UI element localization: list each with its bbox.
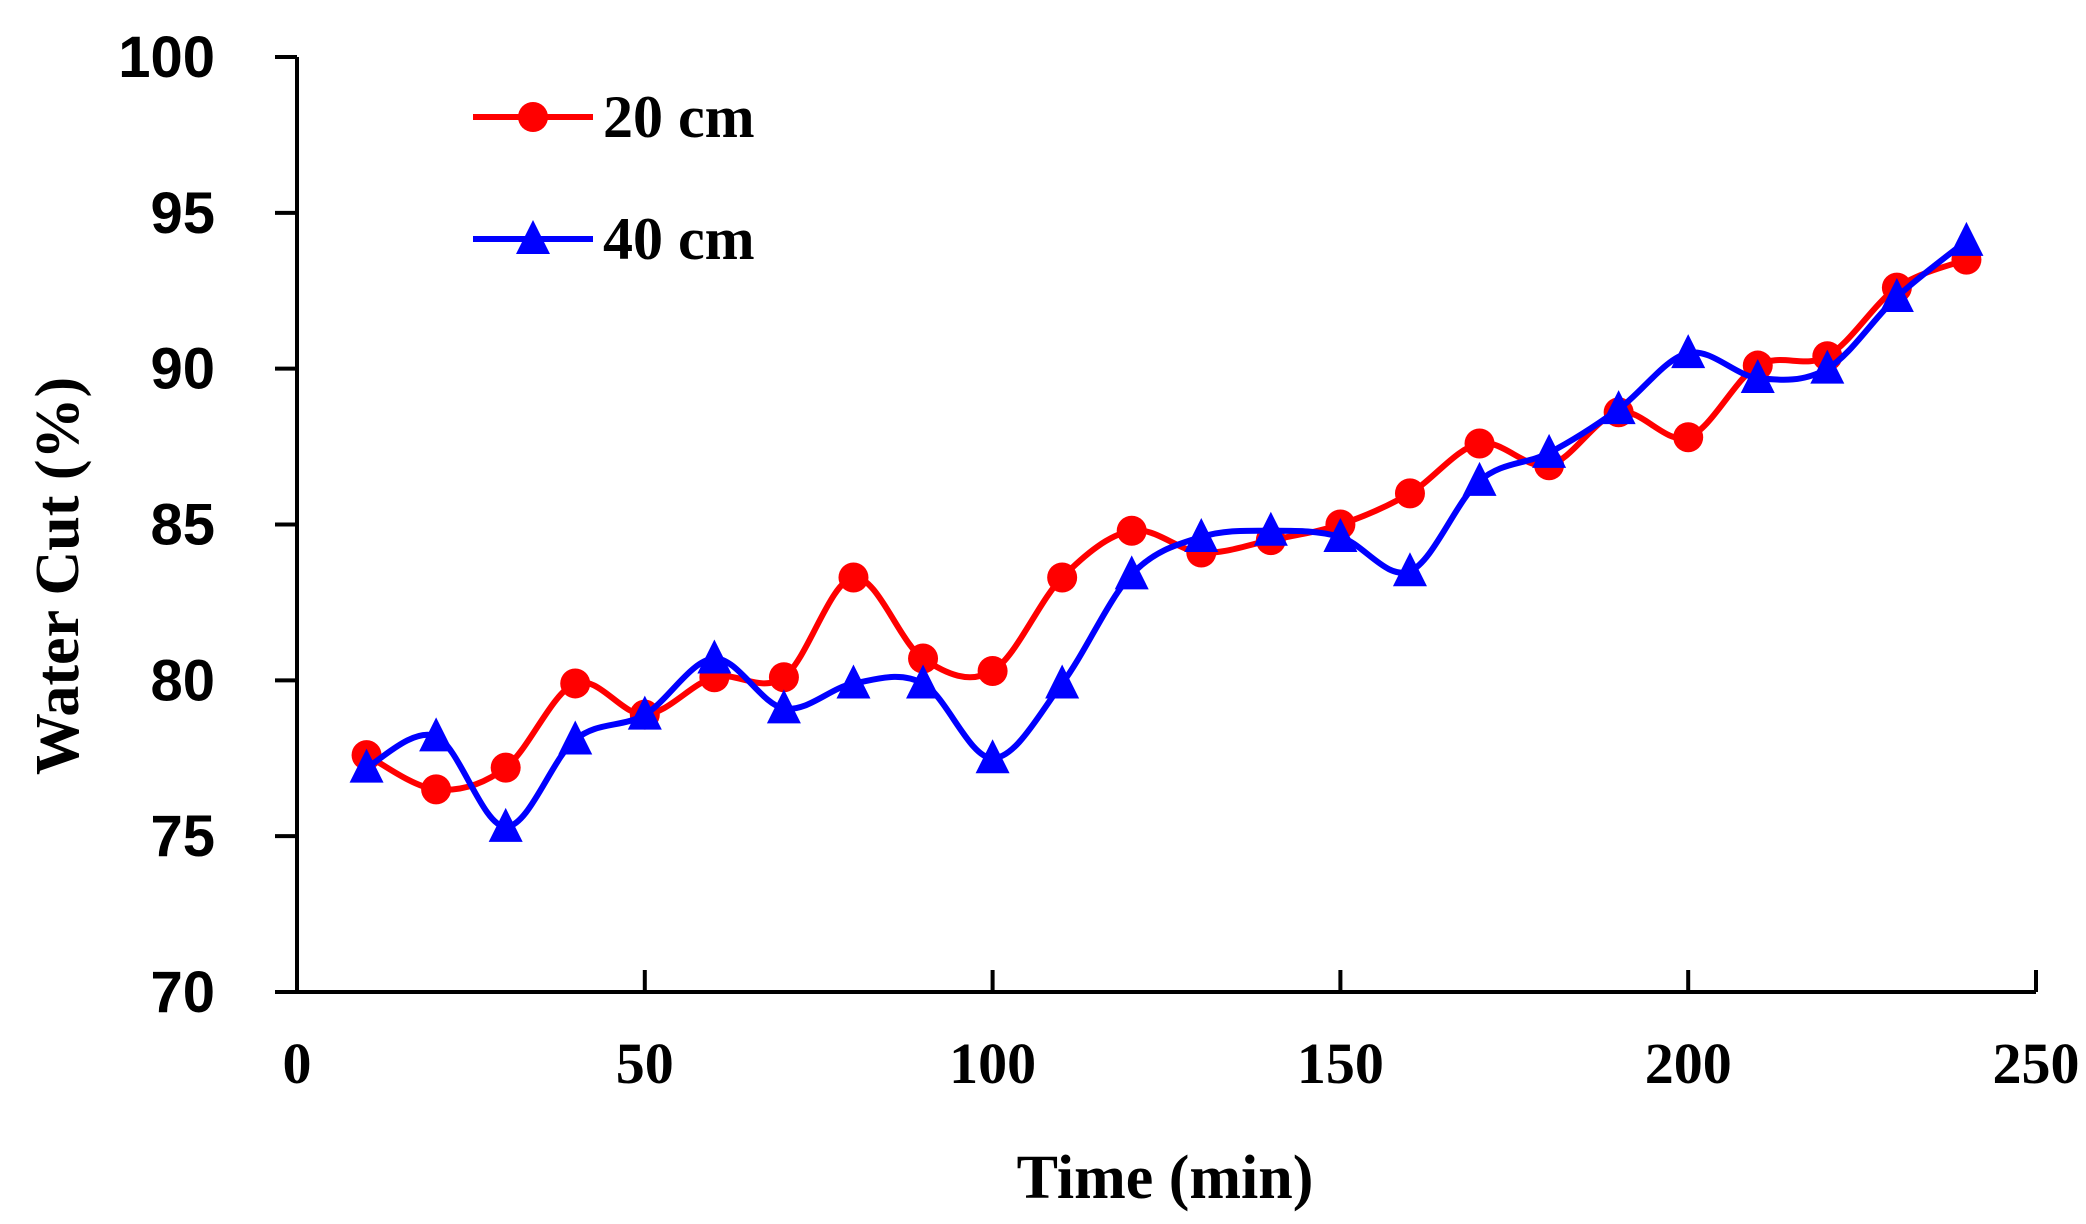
data-point-20-cm [490,752,521,783]
data-point-40-cm [766,689,801,724]
legend-entry-40-cm: 40 cm [473,206,755,272]
x-tick-label: 50 [616,1031,674,1096]
x-tick-label: 0 [283,1031,312,1096]
data-point-20-cm [421,774,452,805]
x-tick-label: 250 [1993,1031,2080,1096]
data-point-40-cm [558,720,593,755]
data-point-40-cm [1392,552,1427,587]
legend-label-40-cm: 40 cm [603,206,755,272]
legend-marker-20-cm [518,102,548,132]
data-point-40-cm [1601,390,1636,425]
data-point-40-cm [1045,664,1080,699]
axes: 70 75 80 85 90 95 100 0 50 100 150 200 250 [118,25,2079,1096]
series-20-cm [351,244,1982,805]
legend-label-20-cm: 20 cm [603,84,755,150]
y-tick-label: 95 [150,181,215,246]
legend: 20 cm 40 cm [473,84,755,272]
data-point-40-cm [1462,461,1497,496]
series-40-cm [349,221,1984,842]
data-point-40-cm [1184,517,1219,552]
data-point-40-cm [627,695,662,730]
data-point-40-cm [1740,359,1775,394]
data-point-40-cm [1949,221,1984,256]
series-layer [349,221,1984,842]
x-tick-label: 150 [1297,1031,1384,1096]
data-point-40-cm [906,664,941,699]
data-point-20-cm [908,643,939,674]
data-point-20-cm [1047,562,1078,593]
data-point-20-cm [977,655,1008,686]
legend-entry-20-cm: 20 cm [473,84,755,150]
y-tick-label: 85 [150,493,215,558]
data-point-40-cm [488,807,523,842]
data-point-20-cm [768,662,799,693]
data-point-40-cm [975,739,1010,774]
data-point-40-cm [1671,334,1706,369]
series-line-20-cm [365,256,1968,793]
data-point-40-cm [349,748,384,783]
data-point-40-cm [1114,555,1149,590]
data-point-20-cm [1464,428,1495,459]
data-point-20-cm [560,668,591,699]
y-tick-label: 100 [118,25,215,90]
data-point-40-cm [1879,277,1914,312]
y-axis-title: Water Cut (%) [24,377,92,775]
data-point-40-cm [1532,433,1567,468]
data-point-40-cm [836,664,871,699]
data-point-20-cm [838,562,869,593]
data-point-20-cm [1394,478,1425,509]
series-line-40-cm [365,238,1969,830]
y-tick-label: 80 [150,648,215,713]
x-tick-label: 100 [949,1031,1036,1096]
legend-marker-40-cm [516,220,550,254]
y-tick-label: 75 [150,804,215,869]
data-point-40-cm [1323,517,1358,552]
data-point-40-cm [1810,349,1845,384]
x-axis-title: Time (min) [1017,1144,1314,1212]
data-point-40-cm [419,717,454,752]
y-tick-label: 70 [150,960,215,1025]
data-point-20-cm [1673,422,1704,453]
data-point-40-cm [697,639,732,674]
data-point-40-cm [1253,511,1288,546]
data-point-20-cm [1116,515,1147,546]
x-tick-label: 200 [1645,1031,1732,1096]
y-tick-label: 90 [150,337,215,402]
